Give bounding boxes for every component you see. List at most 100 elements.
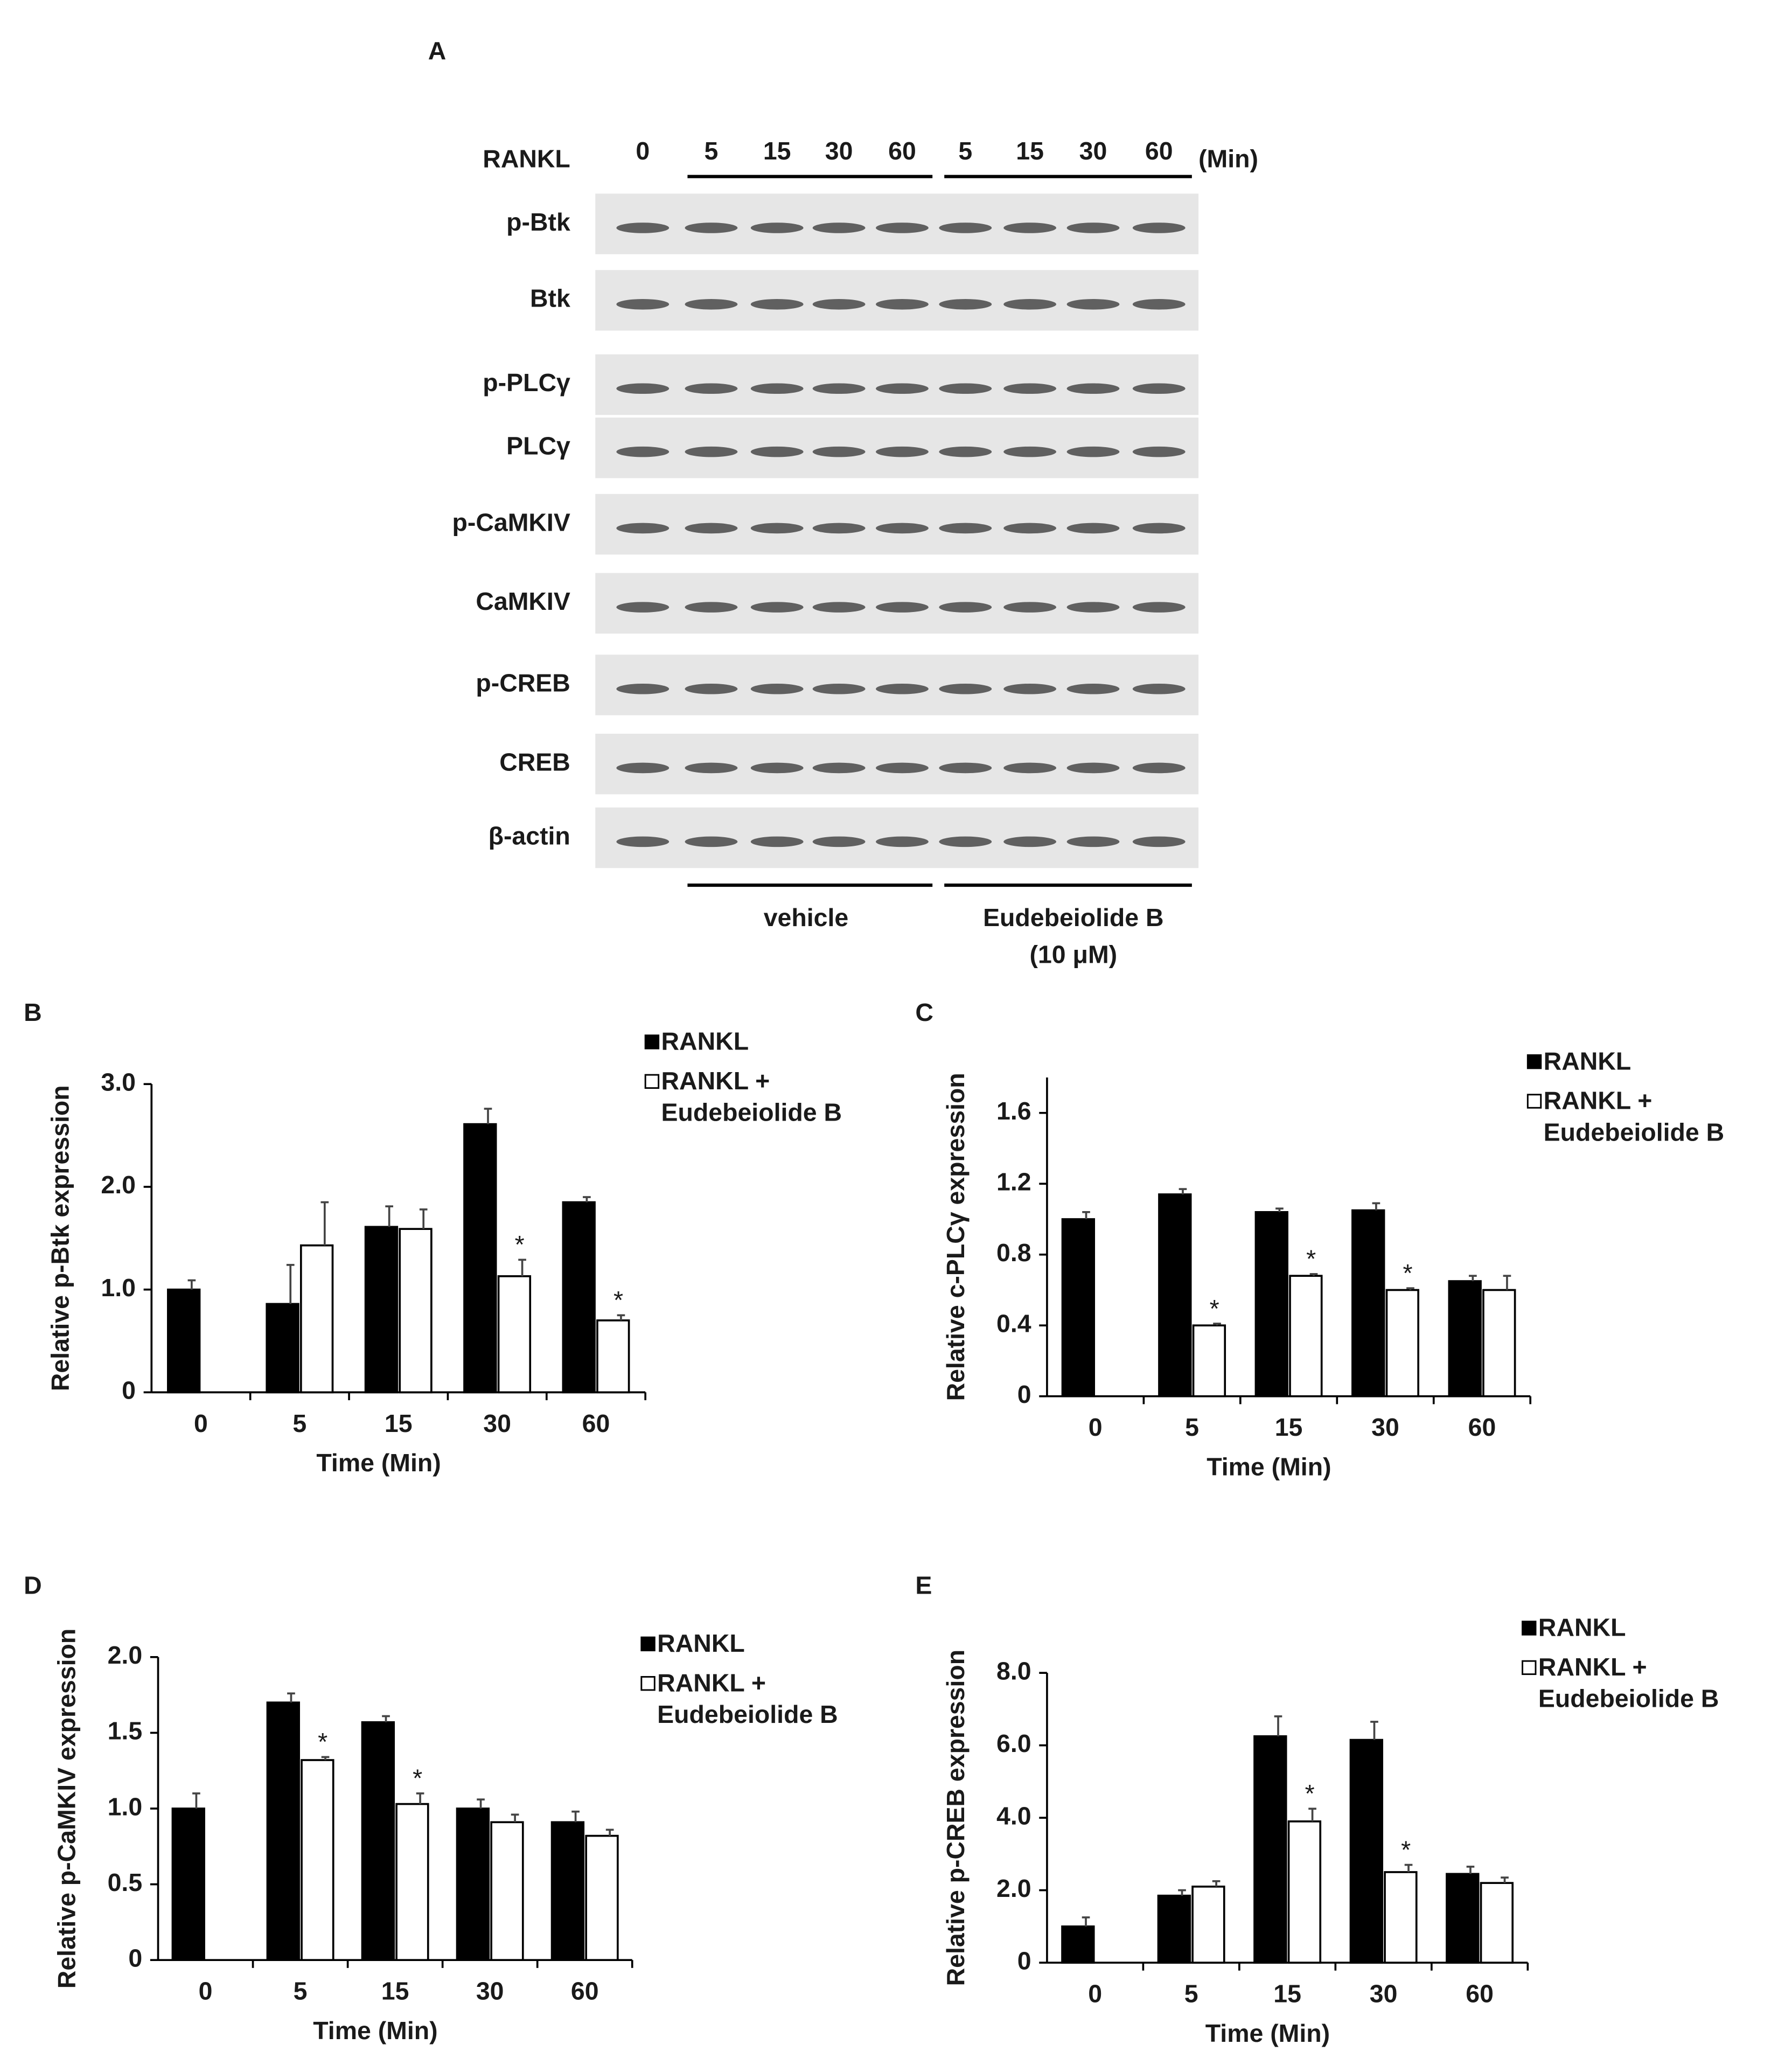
x-tick-label: 15 bbox=[1275, 1413, 1303, 1441]
row-label: Btk bbox=[530, 284, 570, 312]
band bbox=[939, 383, 992, 394]
band bbox=[685, 836, 738, 847]
row-label: p-PLCγ bbox=[483, 368, 570, 397]
y-axis-title: Relative p-CREB expression bbox=[942, 1650, 970, 1986]
y-axis-title: Relative p-CaMKIV expression bbox=[53, 1629, 81, 1988]
legend-label: RANKL + Eudebeiolide B bbox=[661, 1068, 842, 1128]
band bbox=[1066, 383, 1120, 394]
y-tick-label: 0.4 bbox=[996, 1309, 1031, 1337]
legend-entry: RANKL + Eudebeiolide B bbox=[657, 1670, 838, 1730]
band bbox=[939, 762, 992, 774]
bar bbox=[266, 1303, 299, 1394]
band bbox=[1003, 223, 1057, 233]
band bbox=[1132, 523, 1186, 534]
panel-label: A bbox=[428, 37, 447, 65]
row-label: p-CREB bbox=[476, 669, 570, 697]
band bbox=[750, 602, 804, 613]
bar bbox=[395, 1803, 429, 1962]
legend-label: RANKL + Eudebeiolide B bbox=[1543, 1088, 1725, 1148]
bar bbox=[361, 1721, 395, 1962]
bar bbox=[1482, 1289, 1516, 1397]
x-axis-title: Time (Min) bbox=[1205, 2019, 1330, 2047]
y-tick-label: 2.0 bbox=[996, 1874, 1031, 1902]
band bbox=[812, 602, 866, 613]
band bbox=[685, 299, 738, 310]
band bbox=[616, 683, 670, 694]
y-tick-label: 0.8 bbox=[996, 1239, 1031, 1267]
legend-label: RANKL bbox=[657, 1630, 745, 1659]
significance-marker: * bbox=[515, 1230, 525, 1259]
band bbox=[685, 383, 738, 394]
x-axis-title: Time (Min) bbox=[316, 1449, 441, 1477]
bar bbox=[456, 1807, 490, 1962]
band bbox=[812, 446, 866, 457]
x-tick-label: 30 bbox=[1370, 1979, 1398, 2007]
y-tick-label: 1.0 bbox=[101, 1274, 136, 1302]
bar bbox=[585, 1834, 619, 1962]
band bbox=[1132, 602, 1186, 613]
legend-swatch bbox=[1522, 1660, 1537, 1675]
band bbox=[1066, 523, 1120, 534]
x-tick-label: 30 bbox=[483, 1409, 511, 1437]
legend-swatch bbox=[640, 1636, 656, 1652]
band bbox=[616, 299, 670, 310]
y-tick-label: 2.0 bbox=[108, 1641, 143, 1669]
group-label: Eudebeiolide B bbox=[983, 903, 1163, 931]
band bbox=[750, 383, 804, 394]
x-tick-label: 5 bbox=[292, 1409, 306, 1437]
band bbox=[939, 299, 992, 310]
significance-marker: * bbox=[413, 1764, 422, 1792]
band bbox=[876, 223, 929, 233]
band bbox=[939, 223, 992, 233]
band bbox=[685, 223, 738, 233]
x-tick-label: 30 bbox=[476, 1977, 504, 2005]
bar bbox=[562, 1201, 596, 1394]
bar bbox=[1061, 1218, 1096, 1397]
legend-entry: RANKL + Eudebeiolide B bbox=[1538, 1654, 1719, 1714]
band bbox=[1003, 446, 1057, 457]
band bbox=[939, 836, 992, 847]
bar bbox=[1287, 1820, 1322, 1964]
band bbox=[812, 683, 866, 694]
legend-label: RANKL bbox=[1538, 1615, 1626, 1643]
x-axis-title: Time (Min) bbox=[313, 2017, 437, 2045]
group-label: (10 μM) bbox=[1030, 940, 1118, 968]
row-label: β-actin bbox=[489, 822, 570, 850]
band bbox=[1003, 383, 1057, 394]
band bbox=[750, 762, 804, 774]
band bbox=[939, 683, 992, 694]
group-label: vehicle bbox=[764, 903, 848, 931]
bar bbox=[1158, 1193, 1192, 1397]
band bbox=[1003, 299, 1057, 310]
bar bbox=[1448, 1280, 1482, 1397]
x-tick-label: 0 bbox=[199, 1977, 213, 2005]
y-tick-label: 6.0 bbox=[996, 1729, 1031, 1757]
band bbox=[1066, 299, 1120, 310]
legend-entry: RANKL bbox=[1543, 1048, 1631, 1076]
lane-label: 5 bbox=[958, 137, 972, 165]
x-tick-label: 5 bbox=[294, 1977, 308, 2005]
band bbox=[812, 762, 866, 774]
band bbox=[685, 446, 738, 457]
bar bbox=[1254, 1211, 1288, 1397]
x-tick-label: 5 bbox=[1185, 1413, 1199, 1441]
legend-label: RANKL + Eudebeiolide B bbox=[657, 1670, 838, 1730]
legend-label: RANKL bbox=[1543, 1048, 1631, 1076]
legend-swatch bbox=[1526, 1094, 1542, 1109]
row-label: CaMKIV bbox=[476, 587, 570, 615]
bar bbox=[1446, 1873, 1480, 1964]
panel-label: C bbox=[915, 998, 933, 1026]
x-tick-label: 15 bbox=[385, 1409, 413, 1437]
bar bbox=[167, 1288, 201, 1394]
band bbox=[685, 602, 738, 613]
lane-label: 0 bbox=[636, 137, 650, 165]
x-tick-label: 0 bbox=[1089, 1413, 1103, 1441]
band bbox=[939, 602, 992, 613]
legend-entry: RANKL + Eudebeiolide B bbox=[661, 1068, 842, 1128]
band bbox=[812, 383, 866, 394]
band bbox=[1066, 762, 1120, 774]
bar bbox=[1349, 1739, 1383, 1964]
band bbox=[1066, 223, 1120, 233]
band bbox=[1003, 762, 1057, 774]
